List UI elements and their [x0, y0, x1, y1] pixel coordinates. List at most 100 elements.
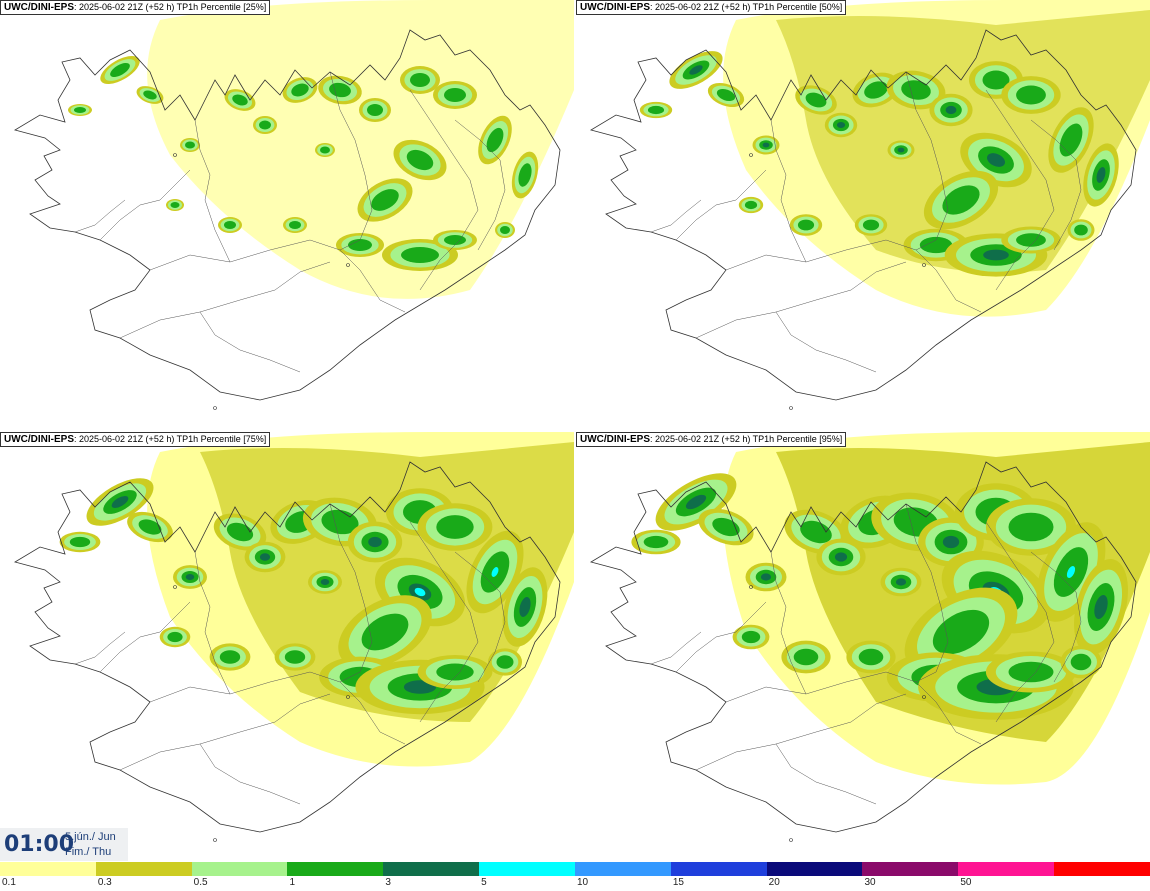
precip-cell-1: [367, 104, 383, 116]
road: [409, 89, 479, 291]
road: [199, 311, 301, 373]
precip-cell-1: [797, 219, 815, 231]
precip-cell-1: [486, 127, 504, 153]
legend-tick: 0.5: [193, 877, 208, 888]
precip-cell-1: [138, 519, 162, 535]
legend-swatch: [287, 862, 384, 876]
precip-cell-3: [945, 105, 957, 115]
road: [695, 261, 907, 339]
road: [409, 521, 479, 723]
road: [770, 119, 807, 263]
precip-cell-1: [143, 90, 157, 100]
precip-cell-3: [368, 536, 382, 548]
road: [1030, 119, 1082, 251]
precip-cell-1: [110, 63, 130, 77]
legend-tick: 15: [672, 877, 684, 888]
panel-title: UWC/DINI-EPS: 2025-06-02 21Z (+52 h) TP1…: [0, 0, 271, 15]
panel-title: UWC/DINI-EPS: 2025-06-02 21Z (+52 h) TP1…: [0, 432, 271, 447]
precip-cell-3: [1096, 167, 1106, 183]
precip-cell-1: [410, 73, 430, 87]
precip-cell-1: [1070, 653, 1092, 671]
precip-cell-1: [982, 70, 1010, 90]
precip-map: [13, 432, 574, 842]
precip-cell-1: [321, 509, 359, 535]
precip-cell-1: [942, 185, 980, 215]
precip-cell-1: [862, 219, 880, 231]
road: [650, 199, 702, 233]
precip-cell-1: [329, 82, 351, 98]
road: [99, 169, 191, 241]
precip-cell-1: [348, 239, 372, 251]
road: [905, 71, 949, 251]
legend-swatch: [0, 862, 96, 876]
precip-cell-1: [932, 609, 990, 655]
road: [119, 261, 331, 339]
precip-cell-1: [1008, 661, 1054, 683]
precip-cell-1: [716, 88, 736, 102]
legend-swatch: [383, 862, 480, 876]
precip-cell-1: [284, 650, 306, 664]
precip-field: [723, 0, 1150, 317]
precip-cell-1: [371, 189, 399, 211]
precip-cell-1: [1059, 123, 1083, 157]
legend-swatch: [670, 862, 767, 876]
island: [346, 695, 350, 699]
valid-time: 01:00: [4, 832, 75, 857]
road: [149, 671, 406, 745]
precip-cell-1: [1074, 224, 1088, 236]
road: [1030, 551, 1082, 683]
road: [329, 71, 373, 251]
precip-cell-1: [224, 221, 236, 229]
coastline: [13, 29, 561, 401]
precip-cell-1: [219, 650, 241, 664]
road: [675, 169, 767, 241]
precip-cell-3: [834, 552, 848, 562]
precip-cell-1: [259, 120, 271, 130]
legend-tick: 10: [577, 877, 589, 888]
precip-cells: [59, 478, 548, 715]
precip-cell-1: [436, 663, 474, 681]
precip-cell-1: [858, 648, 884, 666]
panel-title: UWC/DINI-EPS: 2025-06-02 21Z (+52 h) TP1…: [576, 0, 847, 15]
legend-tick: 0.3: [97, 877, 112, 888]
precip-cell-1: [500, 226, 510, 234]
precip-cell-1: [167, 631, 183, 643]
precip-cell-1: [1008, 512, 1054, 542]
precip-cell-3: [836, 122, 846, 128]
legend-tick: 3: [385, 877, 391, 888]
legend-tick: 50: [960, 877, 972, 888]
legend-tick: 1: [289, 877, 296, 888]
road: [74, 631, 126, 665]
precip-cells: [631, 473, 1128, 720]
road: [194, 551, 231, 695]
precip-cell-1: [643, 535, 669, 549]
road: [454, 119, 506, 251]
precip-cell-5: [414, 587, 426, 597]
legend-swatch: [1054, 862, 1150, 876]
precip-cell-1: [291, 83, 309, 97]
coastline: [589, 29, 1137, 401]
island: [789, 838, 793, 842]
legend-swatch: [191, 862, 288, 876]
precip-map: [589, 432, 1150, 842]
precip-cell-1: [647, 105, 665, 115]
island: [213, 406, 217, 410]
road-network: [74, 71, 506, 373]
precip-cell-1: [518, 163, 532, 187]
road: [99, 601, 191, 673]
precip-cell-1: [401, 247, 439, 263]
precip-cell-1: [361, 613, 409, 651]
island: [789, 406, 793, 410]
coastline: [13, 461, 561, 833]
map-panel-p25: UWC/DINI-EPS: 2025-06-02 21Z (+52 h) TP1…: [0, 0, 574, 430]
island: [922, 695, 926, 699]
road: [725, 239, 982, 313]
precip-cell-5: [491, 567, 499, 577]
precip-cell-1: [74, 107, 86, 113]
road: [194, 119, 231, 263]
precip-cell-1: [1016, 85, 1046, 105]
precip-cell-3: [987, 153, 1005, 167]
precip-cell-1: [444, 235, 466, 245]
precip-cell-5: [1066, 566, 1076, 578]
island: [749, 585, 753, 589]
